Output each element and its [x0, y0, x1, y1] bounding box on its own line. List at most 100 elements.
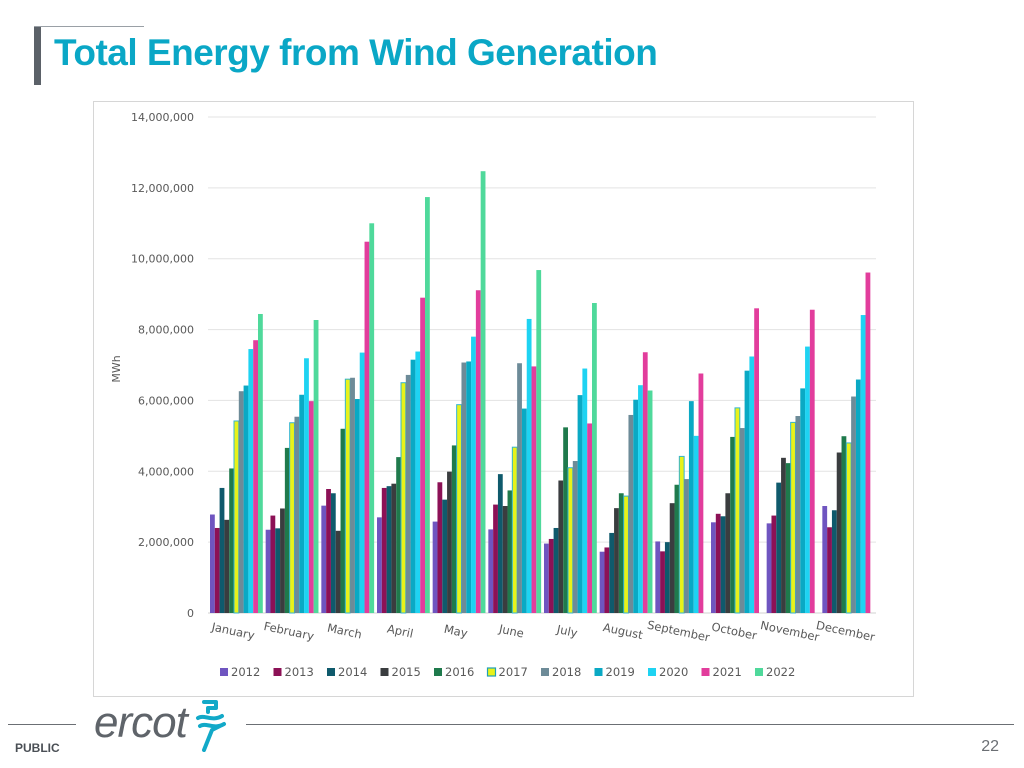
legend-swatch-2016: [434, 668, 442, 676]
bar-2014-march: [330, 493, 336, 613]
y-tick-label: 2,000,000: [138, 536, 194, 549]
bar-2012-september: [655, 541, 661, 613]
bar-2017-january: [233, 420, 240, 614]
bar-2019-september: [688, 401, 694, 613]
title-accent-line: [34, 26, 144, 27]
legend-label-2016: 2016: [445, 665, 474, 679]
bar-2021-december: [865, 272, 871, 613]
bar-2012-april: [377, 517, 382, 613]
bar-2014-may: [442, 499, 448, 613]
bar-2015-may: [447, 471, 452, 613]
bar-2013-january: [214, 527, 220, 613]
bar-2013-may: [437, 482, 443, 613]
bar-2012-february: [265, 529, 271, 613]
bar-2017-april: [400, 382, 407, 614]
bar-2013-june: [493, 504, 498, 613]
x-tick-label: September: [646, 618, 711, 645]
bar-2022-april: [425, 197, 430, 613]
bar-2015-october: [725, 493, 731, 613]
bar-2021-january: [253, 340, 258, 613]
bar-2020-september: [693, 435, 699, 613]
bar-2018-december: [851, 396, 856, 613]
bar-2015-february: [280, 508, 285, 613]
legend-swatch-2022: [755, 668, 763, 676]
bar-2020-may: [471, 336, 476, 613]
bar-2017-july: [567, 467, 574, 614]
bar-2016-february: [284, 447, 290, 613]
bar-2017-october: [734, 407, 741, 614]
bar-2017-december: [845, 442, 852, 614]
title-accent-bar: [34, 27, 41, 85]
bar-2016-october: [730, 436, 735, 613]
bar-2019-february: [299, 394, 305, 613]
bar-2016-april: [396, 457, 401, 613]
bar-2016-january: [229, 468, 234, 613]
x-tick-label: January: [209, 619, 256, 642]
bar-2015-september: [669, 503, 675, 613]
classification-label: PUBLIC: [15, 741, 60, 755]
page-number: 22: [981, 738, 999, 755]
bar-2017-november: [790, 421, 796, 614]
logo-text: ercot: [94, 698, 188, 747]
y-tick-label: 4,000,000: [138, 465, 194, 478]
legend-swatch-2018: [541, 668, 549, 676]
bar-2022-january: [258, 313, 263, 613]
bar-2014-november: [776, 482, 782, 613]
wind-energy-bar-chart: 0 2,000,000 4,000,000 6,000,000 8,000,000 10,…: [110, 111, 877, 679]
legend-label-2019: 2019: [606, 665, 635, 679]
bar-2019-june: [521, 408, 527, 613]
x-tick-label: October: [710, 619, 758, 642]
x-tick-label: December: [815, 618, 877, 644]
legend-label-2012: 2012: [231, 665, 260, 679]
bar-2019-march: [354, 399, 360, 613]
bar-2022-march: [369, 223, 375, 613]
bar-2021-october: [754, 308, 759, 613]
bar-2022-july: [592, 303, 597, 613]
bar-2020-april: [415, 351, 421, 613]
legend-swatch-2015: [380, 668, 389, 676]
bar-2012-june: [488, 529, 494, 613]
bar-2013-september: [660, 551, 665, 613]
bar-2017-september: [678, 455, 685, 614]
bar-2017-february: [289, 422, 295, 614]
bar-2012-october: [711, 522, 716, 613]
y-tick-label: 8,000,000: [138, 324, 194, 337]
x-tick-label: June: [497, 621, 525, 640]
bar-2014-december: [831, 510, 837, 613]
y-tick-label: 0: [187, 607, 194, 620]
bar-2021-june: [531, 366, 537, 613]
bar-2017-june: [511, 446, 518, 614]
footer-divider-right: [246, 724, 1014, 725]
x-tick-label: May: [443, 622, 469, 641]
bar-2014-february: [275, 528, 281, 613]
bar-2015-april: [391, 483, 397, 613]
legend-swatch-2019: [594, 668, 603, 676]
bar-2013-april: [381, 487, 387, 613]
bar-2018-july: [572, 461, 578, 613]
bar-2016-july: [563, 427, 568, 613]
bar-2015-january: [224, 519, 230, 613]
legend-label-2013: 2013: [285, 665, 314, 679]
legend-swatch-2020: [648, 668, 656, 676]
legend-swatch-2021: [701, 668, 710, 676]
bar-2019-may: [466, 361, 472, 613]
legend-label-2020: 2020: [659, 665, 688, 679]
bar-2018-february: [294, 416, 300, 613]
bar-2019-july: [577, 395, 583, 613]
bar-2015-december: [836, 452, 842, 613]
bar-2021-april: [420, 297, 425, 613]
bar-2016-march: [340, 428, 346, 613]
bar-2012-december: [822, 506, 828, 613]
bar-2018-january: [238, 391, 244, 613]
bar-2012-july: [544, 543, 549, 613]
bar-2021-november: [809, 309, 815, 613]
bar-2014-january: [219, 487, 225, 613]
x-tick-label: February: [263, 619, 316, 643]
legend-label-2018: 2018: [552, 665, 581, 679]
bar-2019-december: [855, 379, 861, 613]
bar-2016-may: [451, 445, 457, 613]
bar-2013-july: [548, 538, 554, 613]
bar-2012-november: [766, 523, 772, 613]
bar-2016-december: [841, 436, 847, 613]
bar-2012-may: [432, 521, 438, 613]
